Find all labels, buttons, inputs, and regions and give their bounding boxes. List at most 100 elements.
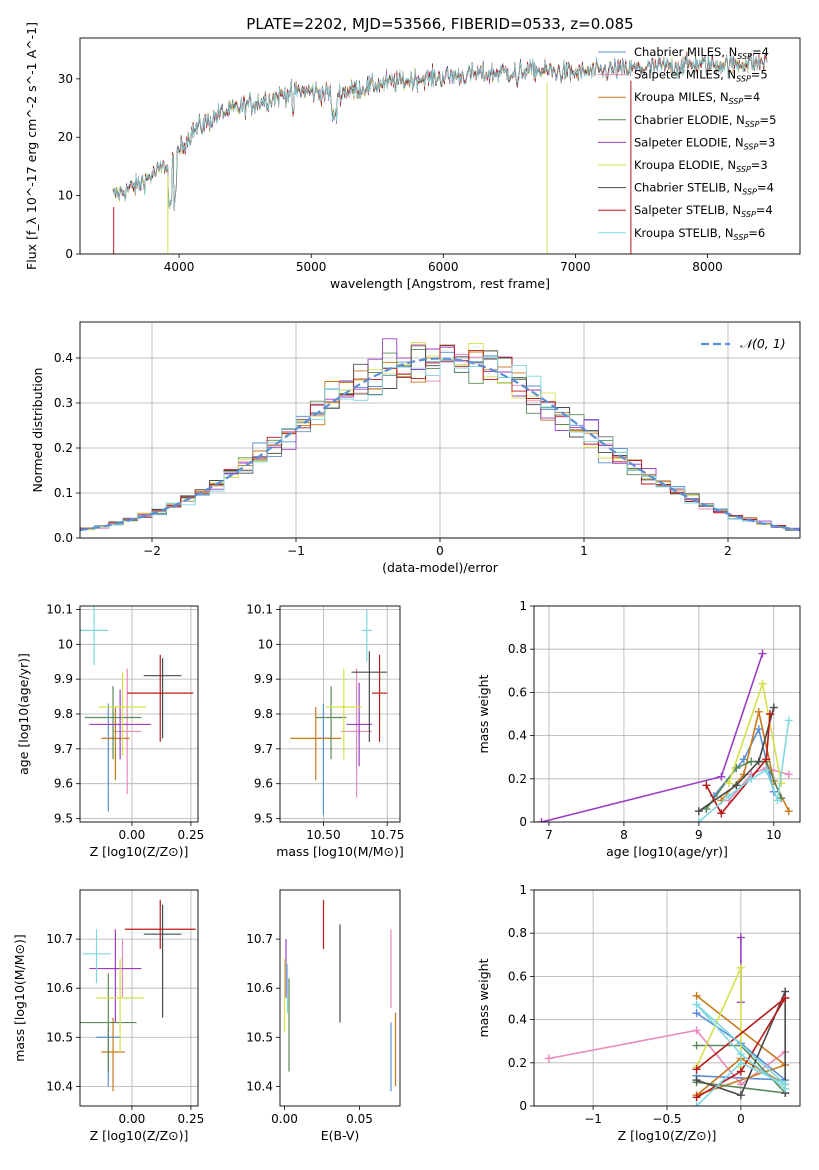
- legend-entry: Kroupa STELIB, NSSP=6: [634, 226, 765, 242]
- weight-marker: [747, 774, 756, 783]
- y-axis-label: mass weight: [476, 958, 491, 1037]
- y-tick-label: 9.9: [254, 672, 273, 686]
- y-axis-label: mass weight: [476, 674, 491, 753]
- x-tick-label: 8000: [692, 260, 723, 274]
- axes: 0.00 0.05 10.4 10.5 10.6 10.7 E(B-V): [246, 889, 401, 1143]
- weight-marker: [736, 1067, 745, 1076]
- weight-marker: [781, 1084, 790, 1093]
- weight-marker: [736, 1091, 745, 1100]
- data-point: [325, 668, 362, 760]
- x-tick-label: 0.00: [119, 828, 146, 842]
- y-axis-label: age [log10(age/yr)]: [16, 653, 31, 775]
- weight-marker: [781, 994, 790, 1002]
- y-tick-label: 10.4: [246, 1079, 273, 1093]
- weight-marker: [692, 1093, 701, 1102]
- plot-area: [80, 338, 800, 532]
- axes-frame: [533, 605, 801, 823]
- data-point: [96, 958, 144, 1052]
- histogram-series: [80, 356, 800, 530]
- plot-area: [112, 50, 768, 254]
- weight-marker: [739, 755, 748, 764]
- data-point: [101, 1017, 125, 1092]
- y-tick-label: 0.8: [508, 642, 527, 656]
- legend-normal: 𝒩(0, 1): [701, 336, 786, 351]
- weight-marker: [769, 703, 778, 712]
- weight-marker: [717, 809, 726, 818]
- axes-frame: [79, 37, 801, 255]
- panel-age_vs_Z: 0.00 0.25 9.5 9.6 9.7 9.8 9.9 10 10.1 Z [log10(Z/…: [16, 602, 204, 859]
- x-axis-label: age [log10(age/yr)]: [606, 844, 728, 859]
- data-point: [101, 707, 130, 781]
- data-point: [351, 651, 388, 742]
- data-point: [80, 606, 109, 666]
- x-tick-label: 9: [695, 828, 703, 842]
- axes: 0.00 0.25 10.4 10.5 10.6 10.7 Z [log10(Z/Z⊙)] m…: [12, 889, 204, 1143]
- weight-marker: [762, 755, 771, 764]
- weight-series: [705, 713, 771, 815]
- y-tick-label: 10.5: [246, 1030, 273, 1044]
- weight-marker: [777, 779, 786, 788]
- data-point: [346, 682, 372, 767]
- weight-marker: [692, 1026, 701, 1035]
- y-tick-label: 30: [58, 72, 73, 86]
- axes: −2 −1 0 1 2 0.0 0.1 0.2 0.3 0.4 (data-model)/error…: [30, 321, 801, 575]
- data-point: [98, 672, 147, 756]
- y-axis-label: mass [log10(M/M⊙)]: [12, 934, 27, 1062]
- weight-marker: [717, 772, 726, 781]
- x-tick-label: 1: [580, 544, 588, 558]
- y-tick-label: 9.8: [54, 707, 73, 721]
- weight-marker: [766, 710, 775, 718]
- axes: 4000 5000 6000 7000 8000 0 10 20 30 wavelength [A…: [24, 22, 801, 291]
- weight-marker: [762, 766, 771, 775]
- x-tick-label: 6000: [428, 260, 459, 274]
- spectrum-line: [112, 54, 768, 209]
- y-tick-label: 0.3: [54, 396, 73, 410]
- weight-series: [696, 1003, 786, 1106]
- panel-mass_weight_vs_Z: −1 −0.5 0 0 0.2 0.4 0.6 0.8 1 Z [log10(Z/Z⊙)] mass…: [476, 883, 801, 1143]
- weight-marker: [702, 781, 711, 790]
- x-tick-label: 0: [737, 1112, 745, 1126]
- y-tick-label: 1: [519, 883, 527, 897]
- data-point: [113, 668, 142, 795]
- data-point: [84, 686, 142, 760]
- y-tick-label: 0: [519, 815, 527, 829]
- weight-marker: [758, 649, 767, 658]
- x-tick-label: −0.5: [652, 1112, 681, 1126]
- plot-area: [283, 899, 397, 1092]
- axes-frame: [279, 889, 401, 1107]
- weight-marker: [758, 679, 767, 688]
- weight-marker: [736, 933, 745, 942]
- weight-marker: [736, 1058, 745, 1067]
- y-tick-label: 9.6: [254, 777, 273, 791]
- y-tick-label: 0.4: [508, 1013, 527, 1027]
- y-tick-label: 10.4: [46, 1079, 73, 1093]
- y-tick-label: 0.4: [508, 729, 527, 743]
- weight-marker: [732, 781, 741, 790]
- y-tick-label: 0: [65, 247, 73, 261]
- x-tick-label: −1: [287, 544, 305, 558]
- plot-area: [290, 609, 388, 816]
- x-axis-label: (data-model)/error: [382, 560, 499, 575]
- y-tick-label: 0.1: [54, 486, 73, 500]
- data-point: [82, 929, 111, 984]
- x-tick-label: 7: [545, 828, 553, 842]
- y-tick-label: 0.8: [508, 926, 527, 940]
- panel-mass_weight_vs_age: 7 8 9 10 0 0.2 0.4 0.6 0.8 1 age [log10(age/yr)] ma…: [476, 599, 801, 859]
- y-tick-label: 9.7: [254, 742, 273, 756]
- weight-series: [696, 991, 787, 1097]
- legend-entry: 𝒩(0, 1): [740, 336, 786, 351]
- y-tick-label: 9.5: [254, 812, 273, 826]
- weight-marker: [784, 807, 793, 816]
- weight-marker: [773, 796, 782, 805]
- weight-marker: [692, 1000, 701, 1009]
- grid: [280, 606, 400, 822]
- x-tick-label: 10.50: [306, 828, 340, 842]
- weight-marker: [692, 1009, 701, 1018]
- y-tick-label: 0.2: [54, 441, 73, 455]
- x-tick-label: 0.05: [346, 1112, 373, 1126]
- x-axis-label: Z [log10(Z/Z⊙)]: [90, 1128, 189, 1143]
- y-axis-label: Normed distribution: [30, 368, 45, 493]
- grid: [80, 606, 198, 822]
- weight-marker: [784, 716, 793, 725]
- y-tick-label: 0.0: [54, 531, 73, 545]
